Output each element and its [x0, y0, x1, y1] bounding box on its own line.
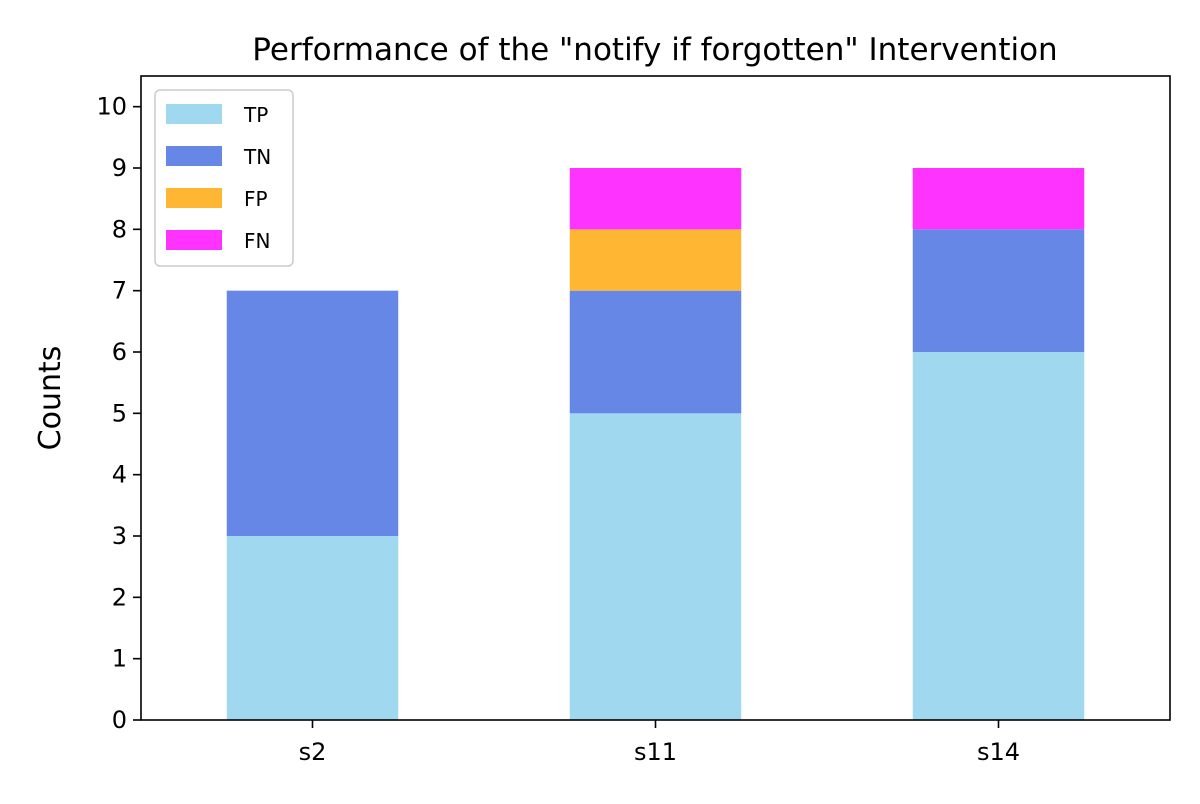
chart-title: Performance of the "notify if forgotten"… — [252, 32, 1057, 68]
y-tick-label: 5 — [112, 399, 127, 427]
y-tick-label: 10 — [96, 93, 127, 121]
axes: 0 1 2 3 4 5 6 7 8 9 10 s2 s11 s14 — [96, 75, 1171, 766]
legend-box — [154, 89, 294, 267]
x-tick-label: s2 — [299, 738, 327, 766]
y-tick-label: 6 — [112, 338, 127, 366]
y-tick-label: 4 — [112, 461, 127, 489]
y-tick-label: 3 — [112, 522, 127, 550]
bar-tn-s14 — [912, 229, 1085, 352]
x-tick-label: s14 — [977, 738, 1020, 766]
y-tick-label: 8 — [112, 215, 127, 243]
bar-fn-s14 — [912, 168, 1085, 230]
legend-swatch-tp — [166, 104, 222, 124]
bar-fn-s11 — [569, 168, 742, 230]
legend-label: TP — [243, 103, 268, 127]
bar-tp-s11 — [569, 413, 742, 720]
bars — [226, 168, 1085, 720]
legend: TP TN FP FN — [154, 89, 294, 267]
legend-label: FN — [244, 229, 270, 253]
bar-tp-s2 — [226, 536, 399, 720]
bar-tn-s2 — [226, 290, 399, 536]
y-tick-label: 9 — [112, 154, 127, 182]
y-tick-label: 2 — [112, 583, 127, 611]
bar-tp-s14 — [912, 352, 1085, 720]
y-tick-label: 7 — [112, 277, 127, 305]
x-tick-label: s11 — [634, 738, 677, 766]
bar-fp-s11 — [569, 229, 742, 291]
legend-label: TN — [243, 145, 271, 169]
legend-swatch-tn — [166, 146, 222, 166]
y-tick-label: 1 — [112, 645, 127, 673]
y-axis-label: Counts — [33, 346, 68, 451]
legend-label: FP — [244, 187, 268, 211]
legend-swatch-fp — [166, 188, 222, 208]
y-tick-label: 0 — [112, 706, 127, 734]
bar-tn-s11 — [569, 290, 742, 414]
legend-swatch-fn — [166, 230, 222, 250]
